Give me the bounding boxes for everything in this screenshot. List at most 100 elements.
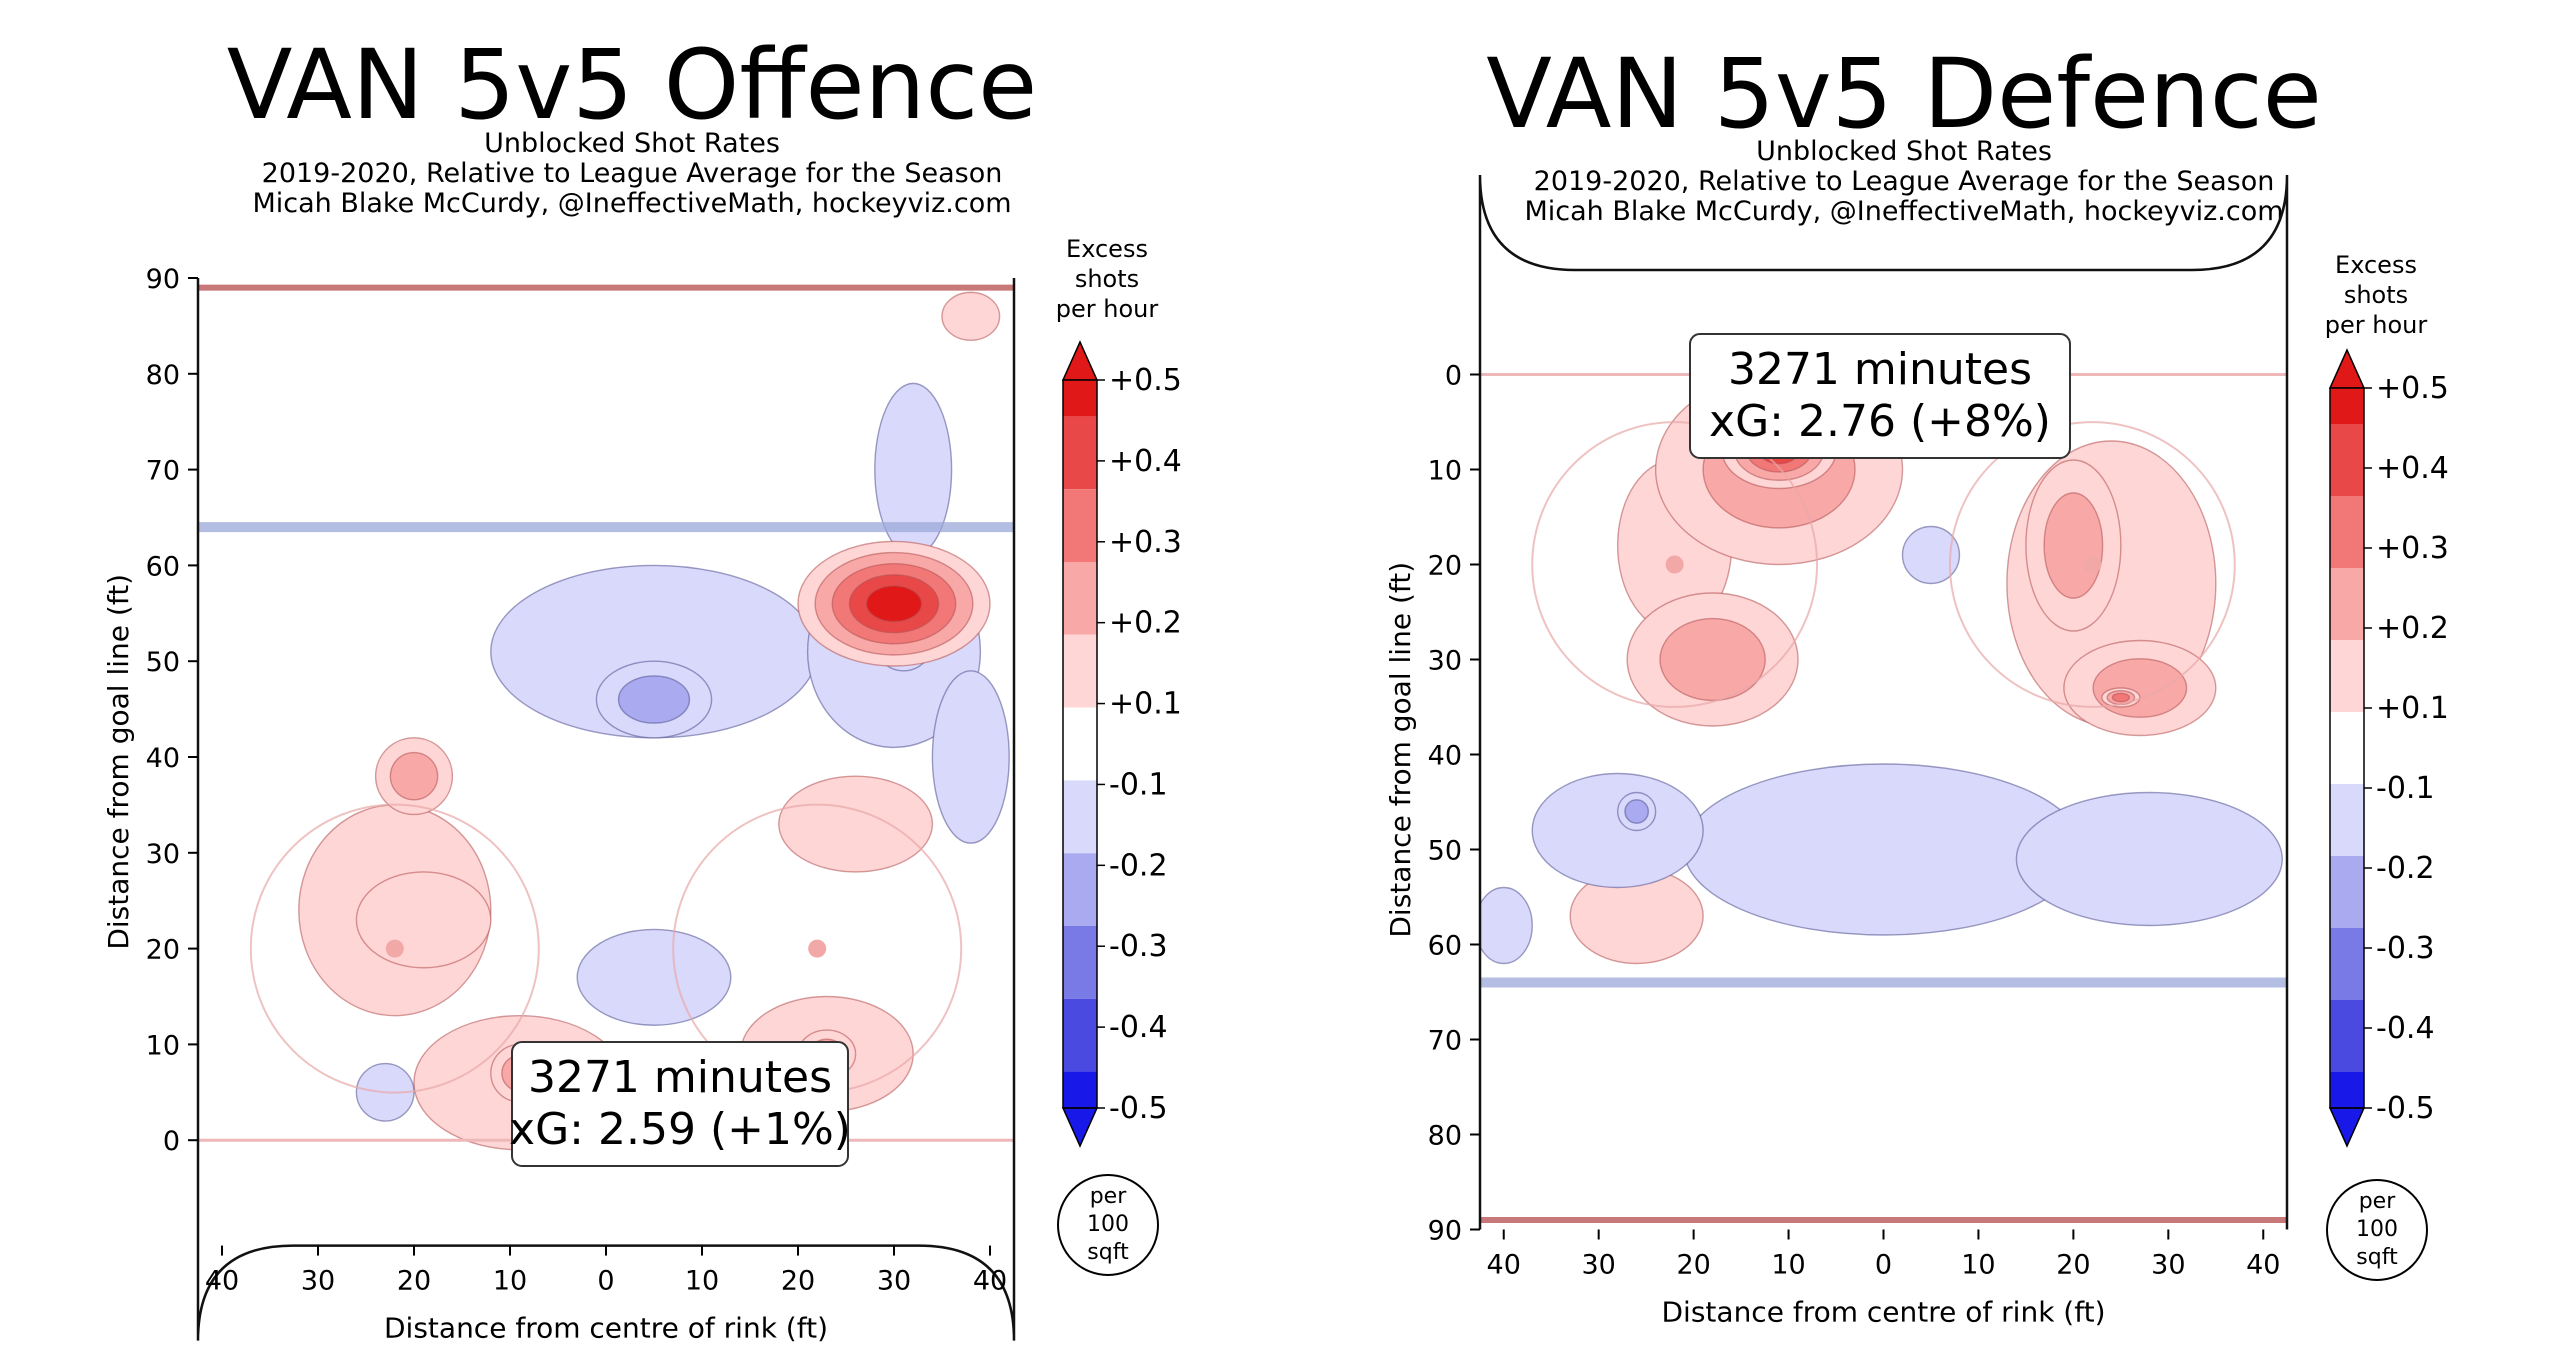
y-tick-label: 80	[146, 360, 180, 391]
colorbar-tick-label: +0.2	[2376, 611, 2449, 646]
y-axis-label: Distance from goal line (ft)	[1384, 562, 1417, 938]
heat-regions	[1480, 373, 2283, 965]
chart-title: VAN 5v5 Defence	[1486, 38, 2322, 150]
x-tick-label: 30	[1581, 1250, 1615, 1281]
colorbar-title-line: Excess	[1066, 235, 1148, 263]
colorbar-segment	[1063, 926, 1097, 999]
colorbar-unit-line: 100	[2356, 1217, 2398, 1242]
y-tick-label: 30	[146, 839, 180, 870]
colorbar-segment	[1063, 998, 1097, 1072]
colorbar-arrow-top	[2328, 348, 2366, 389]
heat-contour	[941, 291, 1001, 341]
heat-contour	[931, 670, 1010, 844]
summary-line: xG: 2.59 (+1%)	[509, 1104, 851, 1155]
x-tick-label: 20	[1676, 1250, 1710, 1281]
colorbar-unit-line: per	[1090, 1184, 1128, 1209]
summary-box	[511, 1041, 849, 1167]
x-tick-label: 40	[205, 1266, 239, 1297]
colorbar-title-line: shots	[2344, 281, 2408, 309]
y-tick-label: 60	[146, 551, 180, 582]
colorbar-title-line: per hour	[2325, 311, 2428, 339]
x-tick-label: 10	[493, 1266, 527, 1297]
y-tick-label: 50	[146, 647, 180, 678]
y-tick-label: 90	[1428, 1216, 1462, 1247]
colorbar-title-line: shots	[1075, 265, 1139, 293]
heat-contour	[1480, 886, 1533, 965]
y-tick-label: 10	[146, 1030, 180, 1061]
colorbar-segment	[2330, 640, 2364, 712]
heat-contour	[1901, 525, 1961, 585]
heat-contour	[865, 585, 923, 623]
colorbar-tick-label: -0.4	[2376, 1011, 2435, 1046]
chart-subtitle-line: Micah Blake McCurdy, @IneffectiveMath, h…	[252, 188, 1011, 219]
faceoff-circle	[249, 803, 540, 1094]
x-tick-label: 40	[1487, 1250, 1521, 1281]
y-tick-label: 40	[1428, 741, 1462, 772]
chart-subtitle-line: Unblocked Shot Rates	[484, 128, 780, 159]
colorbar-frame	[2329, 387, 2365, 1109]
x-tick-label: 40	[973, 1266, 1007, 1297]
heat-contour	[2015, 791, 2283, 927]
y-tick-label: 90	[146, 264, 180, 295]
heat-contour	[617, 675, 691, 724]
y-tick-label: 20	[146, 935, 180, 966]
heat-contour	[1659, 617, 1766, 702]
colorbar-segment	[1063, 780, 1097, 854]
colorbar-segment	[2330, 712, 2364, 784]
colorbar-unit-circle	[2326, 1179, 2428, 1281]
y-tick-label: 60	[1428, 931, 1462, 962]
heat-contour	[576, 928, 732, 1026]
x-tick-label: 10	[1771, 1250, 1805, 1281]
chart-title: VAN 5v5 Offence	[227, 29, 1037, 141]
colorbar-segment	[2330, 1000, 2364, 1072]
y-tick-label: 70	[146, 456, 180, 487]
x-tick-label: 30	[877, 1266, 911, 1297]
chart-subtitle-line: Unblocked Shot Rates	[1756, 136, 2052, 167]
colorbar-segment	[1063, 416, 1097, 490]
x-axis-label: Distance from centre of rink (ft)	[1662, 1296, 2106, 1329]
heat-contour	[2092, 658, 2188, 718]
colorbar-segment	[1063, 562, 1097, 635]
x-axis-label: Distance from centre of rink (ft)	[384, 1312, 828, 1345]
colorbar-segment	[2330, 496, 2364, 568]
y-tick-label: 30	[1428, 646, 1462, 677]
faceoff-dot	[385, 939, 404, 958]
colorbar-segment	[2330, 856, 2364, 928]
colorbar-tick-label: +0.1	[1109, 687, 1182, 722]
y-tick-label: 0	[1445, 361, 1462, 392]
chart-subtitle-line: Micah Blake McCurdy, @IneffectiveMath, h…	[1524, 196, 2283, 227]
colorbar-tick-label: -0.3	[2376, 931, 2435, 966]
heat-contour	[778, 775, 934, 873]
colorbar-tick-label: +0.5	[2376, 371, 2449, 406]
colorbar-arrow-bottom	[1061, 1107, 1099, 1148]
x-tick-label: 10	[685, 1266, 719, 1297]
x-tick-label: 40	[2246, 1250, 2280, 1281]
chart-subtitle-line: 2019-2020, Relative to League Average fo…	[1534, 166, 2275, 197]
colorbar-tick-label: +0.3	[2376, 531, 2449, 566]
colorbar-title-line: Excess	[2335, 251, 2417, 279]
x-tick-label: 30	[301, 1266, 335, 1297]
colorbar-tick-label: +0.4	[2376, 451, 2449, 486]
x-tick-label: 0	[597, 1266, 614, 1297]
summary-line: 3271 minutes	[1728, 344, 2032, 395]
x-tick-label: 20	[2056, 1250, 2090, 1281]
colorbar-segment	[1063, 489, 1097, 562]
y-tick-label: 50	[1428, 836, 1462, 867]
heat-contour	[1624, 799, 1650, 824]
colorbar-frame	[1062, 379, 1098, 1109]
colorbar-tick-label: -0.1	[2376, 771, 2435, 806]
heat-contour	[2111, 692, 2130, 703]
heat-regions	[298, 291, 1010, 1151]
colorbar-segment	[1063, 853, 1097, 926]
colorbar-tick-label: -0.4	[1109, 1010, 1168, 1045]
heat-contour	[1531, 772, 1704, 889]
faceoff-circle	[1531, 421, 1819, 708]
colorbar-tick-label: -0.2	[2376, 851, 2435, 886]
colorbar-segment	[2330, 928, 2364, 1000]
colorbar-arrow-bottom	[2328, 1107, 2366, 1148]
colorbar-segment	[2330, 1072, 2364, 1108]
